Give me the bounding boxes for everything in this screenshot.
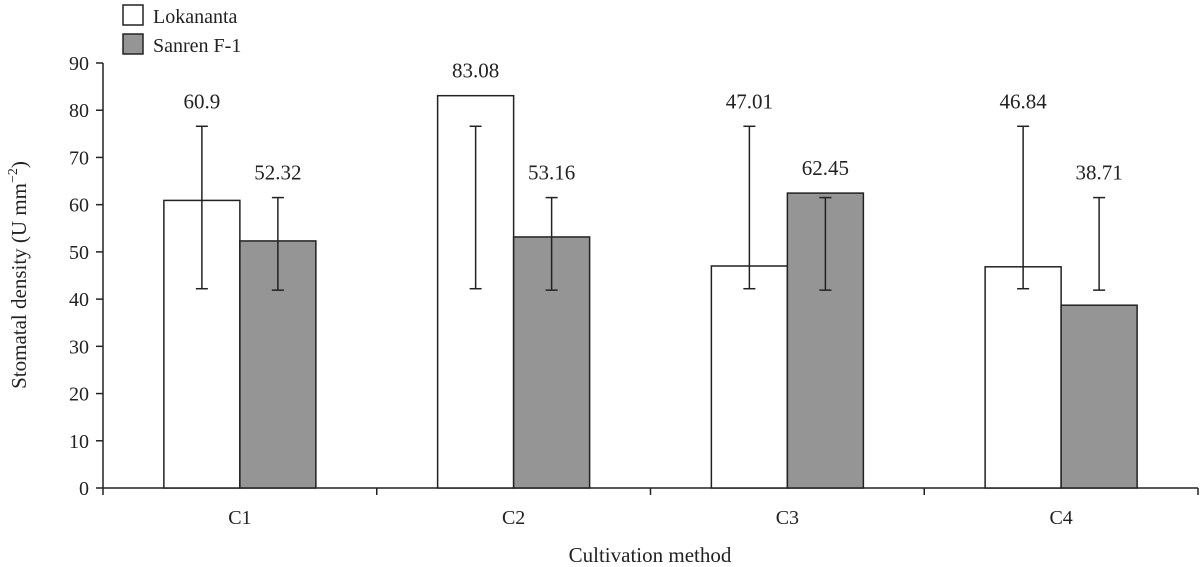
y-tick-label: 60 [69,195,89,217]
x-tick-label: C2 [502,507,525,529]
y-tick-label: 50 [69,242,89,264]
x-tick-label: C4 [1049,507,1072,529]
data-label: 60.9 [184,89,221,113]
bars [163,94,1138,489]
legend-swatch-sanren [122,33,144,55]
y-tick-label: 70 [69,147,89,169]
y-tick-label: 30 [69,336,89,358]
data-label: 62.45 [802,156,849,180]
legend-label-sanren: Sanren F-1 [153,35,241,57]
y-tick-label: 90 [69,53,89,75]
x-tick-label: C1 [228,507,251,529]
error-bars [195,125,1106,291]
data-label: 47.01 [726,89,773,113]
bar-lokananta-c4 [984,266,1062,489]
y-tick-label: 40 [69,289,89,311]
x-axis-title: Cultivation method [569,543,732,567]
x-tick-label: C3 [776,507,799,529]
data-label: 52.32 [254,161,301,185]
data-label: 53.16 [528,161,575,185]
y-tick-label: 80 [69,100,89,122]
data-labels: 60.9 83.08 47.01 46.84 52.32 53.16 62.45 38.71 [184,59,1123,185]
y-axis-title: Stomatal density (U mm−2) [6,161,31,389]
bar-sanren-f-1-c4 [1060,304,1138,489]
data-label: 46.84 [1000,89,1048,113]
bar-lokananta-c3 [710,265,789,489]
legend-label-lokananta: Lokananta [153,6,238,28]
y-tick-label: 20 [69,384,89,406]
legend: Lokananta Sanren F-1 [122,4,241,57]
data-label: 38.71 [1076,161,1123,185]
y-tick-label: 0 [79,478,89,500]
legend-swatch-lokananta [122,4,144,26]
axes: 0 10 20 30 40 50 60 70 80 90 C1 C2 C3 C4 [69,53,1199,529]
y-tick-label: 10 [69,431,89,453]
data-label: 83.08 [452,59,499,83]
